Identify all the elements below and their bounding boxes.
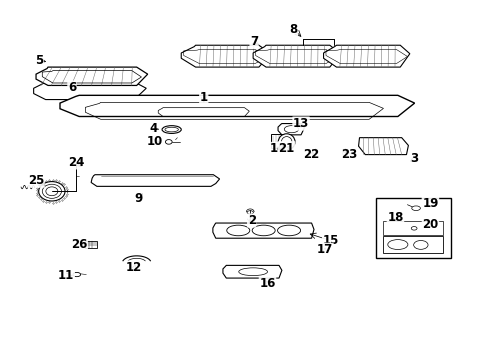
Text: 2: 2	[247, 214, 255, 227]
Bar	[383, 237, 443, 253]
Text: 17: 17	[316, 243, 332, 256]
Text: 20: 20	[422, 217, 438, 231]
Polygon shape	[212, 223, 313, 238]
Text: 6: 6	[68, 81, 76, 94]
Text: 22: 22	[303, 148, 319, 161]
Text: 3: 3	[410, 152, 418, 165]
Text: 8: 8	[289, 23, 297, 36]
Ellipse shape	[278, 134, 294, 150]
Polygon shape	[253, 45, 340, 67]
Text: 26: 26	[71, 238, 87, 251]
Text: 4: 4	[149, 122, 157, 135]
Text: 14: 14	[269, 143, 285, 156]
Bar	[383, 221, 443, 235]
Text: 24: 24	[67, 156, 84, 169]
Text: 7: 7	[249, 35, 258, 48]
Text: 5: 5	[35, 54, 43, 67]
Polygon shape	[34, 82, 146, 100]
Text: 18: 18	[386, 211, 403, 224]
Bar	[376, 198, 449, 258]
Text: 21: 21	[278, 142, 294, 155]
Polygon shape	[181, 45, 270, 67]
Polygon shape	[60, 95, 414, 117]
Polygon shape	[36, 67, 147, 85]
Text: 19: 19	[421, 198, 438, 211]
Text: 12: 12	[126, 261, 142, 274]
Ellipse shape	[162, 126, 181, 134]
Polygon shape	[278, 123, 304, 135]
Text: 11: 11	[58, 270, 74, 283]
Ellipse shape	[39, 181, 65, 201]
Text: 1: 1	[199, 91, 207, 104]
Text: 15: 15	[322, 234, 338, 247]
Bar	[271, 134, 284, 148]
Polygon shape	[358, 138, 407, 154]
Text: 9: 9	[134, 192, 142, 205]
Polygon shape	[223, 265, 281, 278]
Bar	[85, 241, 97, 248]
Text: 16: 16	[259, 276, 275, 289]
Polygon shape	[323, 45, 409, 67]
Text: 25: 25	[28, 174, 44, 187]
Text: 23: 23	[340, 148, 356, 161]
Polygon shape	[91, 175, 219, 186]
Text: 13: 13	[292, 117, 308, 130]
Text: 10: 10	[146, 135, 162, 148]
